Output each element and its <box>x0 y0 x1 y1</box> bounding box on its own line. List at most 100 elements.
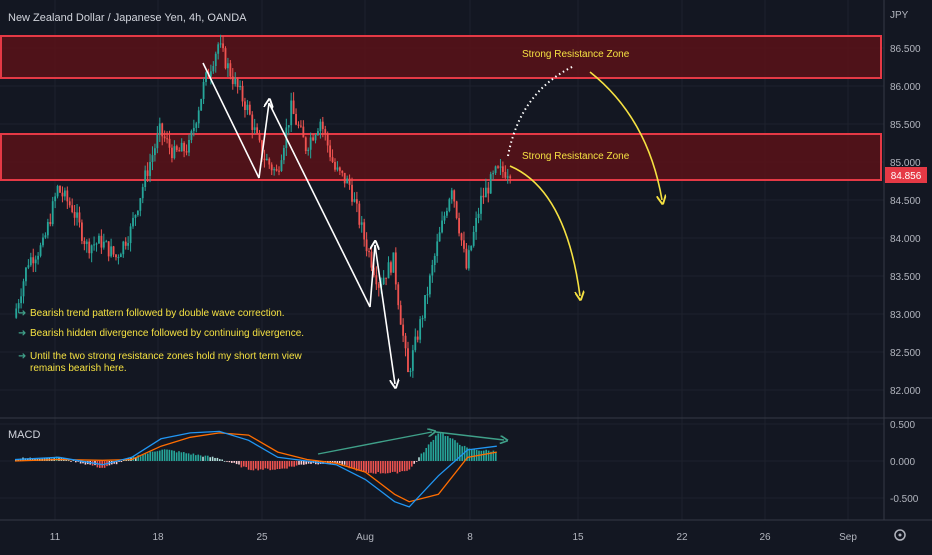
macd-bar <box>211 456 214 461</box>
price-tick: 86.500 <box>890 44 921 55</box>
candle <box>163 130 166 142</box>
macd-bar <box>389 461 391 473</box>
time-axis[interactable]: 11 18 25 Aug 8 15 22 26 Sep <box>50 532 858 543</box>
candle <box>34 255 37 272</box>
macd-bar <box>264 461 267 469</box>
macd-bar <box>468 448 471 461</box>
candle <box>144 165 147 191</box>
candle <box>343 172 346 188</box>
candle <box>246 99 249 115</box>
projection-arrows <box>507 65 662 296</box>
macd-bar <box>492 450 495 461</box>
candle <box>336 161 339 172</box>
price-scale[interactable]: JPY 86.500 86.000 85.500 85.000 84.500 84.000… <box>883 0 927 520</box>
candle <box>122 240 125 258</box>
time-tick: 8 <box>467 532 473 543</box>
macd-bar <box>82 461 84 464</box>
candle <box>295 108 297 126</box>
candle <box>455 200 458 220</box>
macd-bar <box>439 432 442 461</box>
resistance-zone-lower[interactable]: Strong Resistance Zone <box>0 133 882 181</box>
price-tick: 82.000 <box>890 386 921 397</box>
macd-bar <box>461 446 463 461</box>
macd-bar <box>485 449 487 461</box>
macd-bar <box>437 433 439 461</box>
candle <box>156 126 159 154</box>
candle <box>222 36 224 52</box>
candle <box>297 121 300 129</box>
candle <box>484 178 487 198</box>
candle <box>446 207 448 219</box>
macd-bar <box>425 447 427 461</box>
macd-bar <box>355 461 358 471</box>
candle <box>499 158 502 176</box>
macd-bar <box>454 440 456 461</box>
macd-bar <box>55 456 58 461</box>
macd-bar <box>401 461 403 472</box>
candle <box>229 60 232 80</box>
candle <box>119 252 122 258</box>
macd-bar <box>235 461 238 465</box>
macd-bar <box>226 461 228 462</box>
time-tick: 15 <box>572 532 584 543</box>
candle <box>368 247 370 258</box>
candle <box>83 237 86 251</box>
macd-bar <box>451 438 454 461</box>
macd-bar <box>343 461 346 465</box>
macd-bar <box>281 461 283 469</box>
candle <box>192 119 195 137</box>
candle <box>39 242 42 258</box>
macd-bar <box>276 461 279 470</box>
projection-path-up <box>507 65 575 157</box>
candle <box>180 138 183 152</box>
note-2: Bearish hidden divergence followed by co… <box>30 328 304 339</box>
candle <box>346 175 349 184</box>
macd-bar <box>286 461 288 469</box>
macd-bar <box>420 453 423 461</box>
candle <box>110 238 113 258</box>
macd-bar <box>180 452 183 461</box>
candle <box>117 254 120 265</box>
candle <box>168 130 171 155</box>
macd-bar <box>219 459 221 461</box>
candle <box>190 129 193 144</box>
candle <box>173 140 176 160</box>
candle <box>314 133 317 144</box>
candle <box>377 282 380 297</box>
macd-bar <box>442 433 444 461</box>
candle <box>95 242 98 252</box>
wave-arrows <box>202 62 395 384</box>
macd-bar <box>365 461 367 472</box>
macd-bar <box>77 461 79 462</box>
divergence-lines <box>317 432 504 455</box>
candle <box>390 260 392 276</box>
candle <box>37 252 40 265</box>
resistance-zone-upper[interactable]: Strong Resistance Zone <box>0 35 882 79</box>
candle <box>426 286 429 305</box>
candle <box>124 237 127 250</box>
macd-bar <box>154 451 156 461</box>
macd-bar <box>262 461 264 470</box>
candle <box>404 332 407 357</box>
candle <box>443 211 446 224</box>
candle <box>273 167 276 176</box>
candle <box>433 253 436 273</box>
price-tick: 82.500 <box>890 348 921 359</box>
macd-bar <box>221 459 223 461</box>
candle <box>202 77 205 105</box>
macd-bar <box>367 461 370 474</box>
settings-gear-icon[interactable] <box>894 529 906 541</box>
macd-bar <box>403 461 406 472</box>
candle <box>424 295 426 322</box>
macd-bar <box>120 461 123 463</box>
candle <box>20 288 22 309</box>
macd-bar <box>15 459 17 461</box>
candle <box>81 219 83 245</box>
candle <box>302 120 305 138</box>
candle <box>115 253 117 261</box>
macd-bar <box>214 457 216 461</box>
candle <box>49 213 52 227</box>
candle <box>494 165 497 175</box>
macd-bar <box>67 460 70 462</box>
